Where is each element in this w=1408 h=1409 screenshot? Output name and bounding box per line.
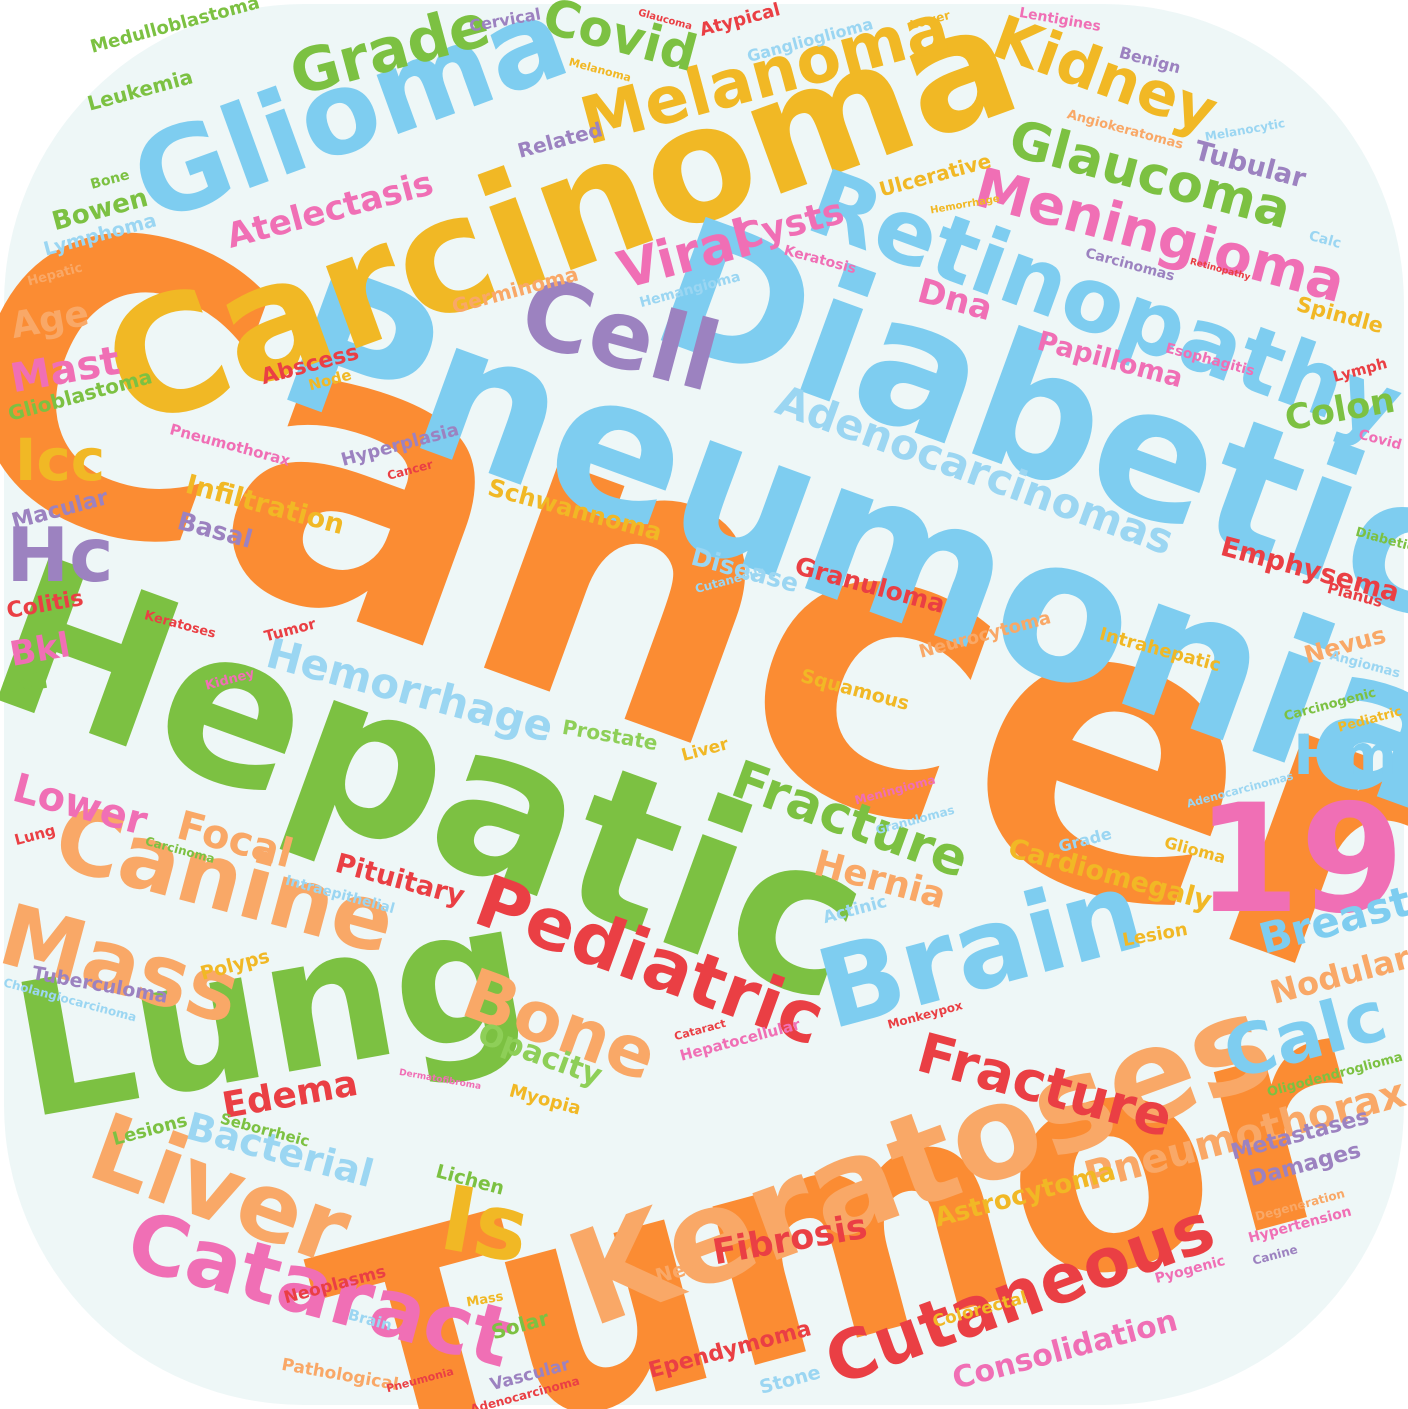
- word-mass: Mass: [465, 1289, 504, 1310]
- word-icc: Icc: [15, 426, 105, 494]
- word-hm: Hm: [1293, 723, 1396, 787]
- word-is: Is: [433, 1166, 537, 1285]
- cloud-background: [4, 4, 1404, 1405]
- word-19: 19: [1196, 773, 1405, 947]
- word-hc: Hc: [6, 511, 113, 599]
